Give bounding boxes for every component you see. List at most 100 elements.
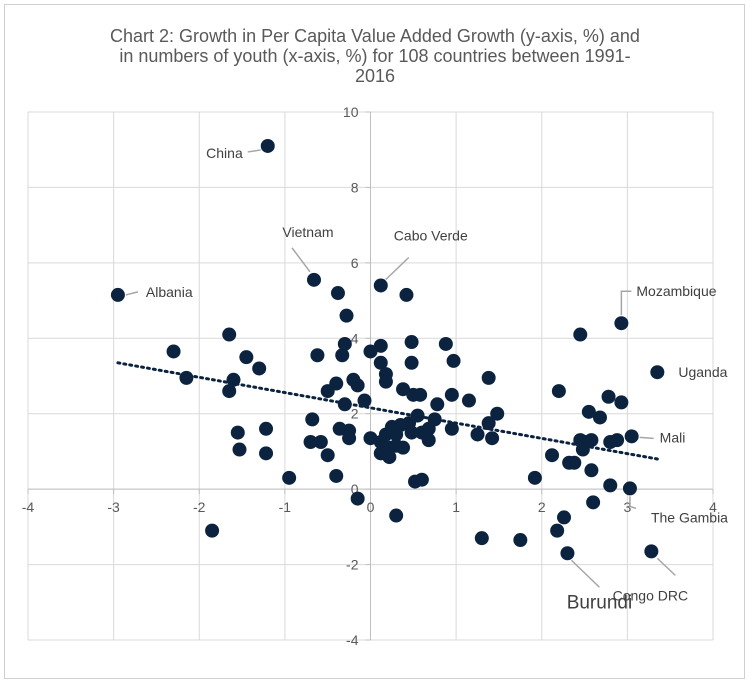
data-point [166, 344, 181, 359]
data-point [560, 546, 575, 561]
data-point [438, 336, 453, 351]
data-point [603, 478, 618, 493]
y-tick-label: 8 [351, 179, 359, 195]
data-point [110, 287, 125, 302]
y-tick-label: 6 [351, 255, 359, 271]
chart-title-line-1: Chart 2: Growth in Per Capita Value Adde… [110, 26, 640, 46]
annotation-label: Cabo Verde [394, 227, 468, 243]
annotation-leader-line [629, 496, 637, 510]
data-point [444, 387, 459, 402]
data-point [545, 448, 560, 463]
data-point [413, 387, 428, 402]
data-point [610, 433, 625, 448]
annotation-leader-line [385, 256, 410, 281]
y-tick-label: 2 [351, 406, 359, 422]
data-point [404, 355, 419, 370]
data-point [337, 336, 352, 351]
data-points [110, 138, 665, 561]
data-point [313, 435, 328, 449]
data-point [373, 338, 388, 353]
data-point [527, 470, 542, 485]
data-point [259, 446, 274, 461]
data-point [260, 138, 275, 153]
data-point [614, 316, 629, 331]
data-point [644, 544, 659, 559]
data-point [230, 425, 245, 440]
data-point [399, 287, 414, 302]
annotation-leader-line [620, 290, 632, 316]
data-point [252, 361, 267, 376]
data-point [421, 421, 436, 436]
data-point [622, 481, 637, 496]
data-point [614, 395, 629, 410]
data-point [232, 442, 247, 457]
annotation-label: Mali [660, 429, 686, 445]
annotation-leader-line [125, 291, 139, 296]
data-point [305, 412, 320, 427]
data-point [363, 344, 378, 359]
data-point [586, 495, 601, 510]
data-point [567, 455, 582, 470]
y-tick-label: -2 [346, 557, 359, 573]
axes: -4 -3 -2 -1 0 1 2 3 4 -4 -2 0 2 4 6 8 10 [22, 104, 717, 648]
x-tick-label: 3 [623, 499, 631, 515]
annotation-label: China [206, 145, 243, 161]
data-point [389, 427, 404, 442]
x-tick-label: -2 [193, 499, 206, 515]
chart-frame [4, 4, 745, 679]
data-point [601, 389, 616, 404]
annotation-label: Albania [146, 284, 193, 300]
annotation-label: Mozambique [636, 283, 716, 299]
data-point [373, 278, 388, 293]
data-point [557, 510, 572, 525]
data-point [550, 523, 565, 538]
data-point [584, 433, 599, 448]
annotation-label: Uganda [678, 364, 727, 380]
data-point [404, 335, 419, 350]
data-point [592, 410, 607, 425]
data-point [222, 327, 237, 342]
data-point [310, 348, 325, 363]
data-point [282, 470, 297, 485]
data-point [513, 533, 528, 548]
y-tick-label: -4 [346, 632, 359, 648]
data-point [205, 523, 220, 538]
chart-title-line-2: in numbers of youth (x-axis, %) for 108 … [119, 46, 631, 66]
data-point [421, 433, 436, 448]
annotation-label: Congo DRC [613, 587, 688, 603]
data-point [624, 429, 639, 444]
data-point [320, 448, 335, 463]
y-tick-label: 4 [351, 330, 359, 346]
data-point [490, 406, 505, 421]
data-point [389, 508, 404, 523]
data-point [444, 421, 459, 436]
data-point [337, 397, 352, 412]
data-point [373, 355, 388, 370]
data-point [396, 440, 411, 455]
data-point [342, 431, 357, 446]
y-tick-label: 10 [343, 104, 359, 120]
data-point [335, 348, 350, 363]
data-point [430, 397, 445, 412]
data-point [396, 382, 411, 397]
data-point [330, 286, 345, 301]
y-tick-label: 0 [351, 481, 359, 497]
x-tick-label: -3 [107, 499, 120, 515]
data-point [575, 442, 590, 457]
trendline [116, 361, 659, 461]
annotation-leader-line [291, 247, 311, 273]
data-point [179, 370, 194, 385]
data-point [339, 308, 354, 323]
x-tick-label: -4 [22, 499, 35, 515]
data-point [226, 372, 241, 387]
x-tick-label: 1 [452, 499, 460, 515]
data-point [382, 450, 397, 465]
data-point [350, 378, 365, 393]
annotation-leader-line [247, 149, 261, 153]
data-point [378, 374, 393, 389]
annotation-label: Burundi [567, 592, 633, 613]
trendline-group [116, 361, 659, 461]
annotation-leader-line [639, 436, 654, 440]
annotation-leader-line [570, 559, 600, 588]
